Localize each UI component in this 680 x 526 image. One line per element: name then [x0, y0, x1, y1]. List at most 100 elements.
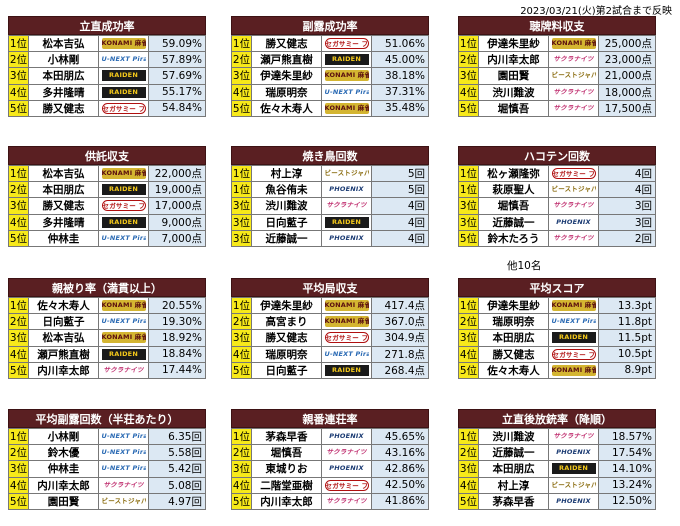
team-logo-cell: セガサミー フェニックス — [548, 164, 599, 183]
stat-value: 4回 — [371, 229, 429, 247]
rank-label: 3位 — [8, 197, 29, 215]
team-logo-icon: KONAMI 麻雀格闘倶楽部 — [324, 70, 369, 82]
team-logo-icon: RAIDEN — [101, 70, 146, 82]
team-logo-cell: ビーストジャパン — [548, 67, 599, 85]
team-logo-cell: KONAMI 麻雀格闘倶楽部 — [98, 296, 149, 315]
player-name: 堀慎吾 — [478, 197, 549, 215]
team-logo-cell: サクラナイツ — [98, 476, 149, 494]
stat-value: 5.58回 — [148, 444, 206, 462]
team-logo-cell: KONAMI 麻雀格闘倶楽部 — [98, 34, 149, 53]
team-logo-cell: KONAMI 麻雀格闘倶楽部 — [548, 34, 599, 53]
team-logo-icon: PHOENIX — [324, 232, 369, 244]
rank-label: 5位 — [458, 99, 479, 117]
team-logo-icon: セガサミー フェニックス — [324, 38, 369, 50]
player-name: 勝又健志 — [478, 345, 549, 363]
team-logo-icon: U-NEXT Pirates — [324, 348, 369, 360]
update-timestamp: 2023/03/21(火)第2試合まで反映 — [520, 6, 672, 17]
team-logo-cell: KONAMI 麻雀格闘倶楽部 — [321, 67, 372, 85]
rank-label: 4位 — [8, 476, 29, 494]
team-logo-icon: KONAMI 麻雀格闘倶楽部 — [101, 168, 146, 180]
team-logo-icon: RAIDEN — [324, 216, 369, 228]
stat-value: 37.31% — [371, 83, 429, 101]
stat-value: 9,000点 — [148, 213, 206, 231]
rank-label: 1位 — [231, 164, 252, 183]
rank-label: 5位 — [231, 361, 252, 379]
team-logo-icon: RAIDEN — [101, 348, 146, 360]
stat-value: 21,000点 — [598, 67, 656, 85]
stat-value: 23,000点 — [598, 51, 656, 69]
player-name: 内川幸太郎 — [251, 492, 322, 510]
ranking-row: 4位 瀬戸熊直樹 RAIDEN 18.84% — [8, 345, 206, 363]
stat-value: 17,500点 — [598, 99, 656, 117]
ranking-row: 4位 内川幸太郎 サクラナイツ 5.08回 — [8, 476, 206, 494]
stat-value: 18.92% — [148, 329, 206, 347]
rank-label: 2位 — [231, 444, 252, 462]
stat-value: 4回 — [598, 164, 656, 183]
stat-value: 55.17% — [148, 83, 206, 101]
stat-value: 19,000点 — [148, 181, 206, 199]
stat-value: 6.35回 — [148, 427, 206, 446]
stat-value: 20.55% — [148, 296, 206, 315]
team-logo-icon: U-NEXT Pirates — [101, 431, 146, 443]
ranking-row: 3位園田賢ビーストジャパン21,000点 — [458, 67, 656, 85]
stat-value: 42.50% — [371, 476, 429, 494]
panel-title: 親被り率（満貫以上） — [8, 278, 206, 297]
team-logo-cell: U-NEXT Pirates — [548, 313, 599, 331]
ranking-row: 1位 渋川難波 サクラナイツ 18.57% — [458, 427, 656, 446]
player-name: 松ヶ瀬隆弥 — [478, 164, 549, 183]
rank-label: 3位 — [231, 67, 252, 85]
team-logo-cell: RAIDEN — [548, 329, 599, 347]
player-name: 村上淳 — [478, 476, 549, 494]
team-logo-cell: セガサミー フェニックス — [98, 197, 149, 215]
player-name: 茅森早香 — [251, 427, 322, 446]
team-logo-icon: PHOENIX — [324, 431, 369, 443]
panel-title: 聴牌料収支 — [458, 16, 656, 35]
ranking-row: 5位 鈴木たろう サクラナイツ 2回 — [458, 229, 656, 247]
team-logo-cell: サクラナイツ — [548, 99, 599, 117]
team-logo-cell: ビーストジャパン — [548, 476, 599, 494]
rank-label: 1位 — [458, 296, 479, 315]
rank-label: 3位 — [231, 329, 252, 347]
player-name: 勝又健志 — [251, 34, 322, 53]
team-logo-icon: KONAMI 麻雀格闘倶楽部 — [324, 300, 369, 312]
team-logo-cell: ビーストジャパン — [98, 492, 149, 510]
panel-title: 平均副露回数（半荘あたり） — [8, 409, 206, 428]
rank-label: 3位 — [231, 460, 252, 478]
rank-label: 4位 — [231, 345, 252, 363]
team-logo-icon: KONAMI 麻雀格闘倶楽部 — [551, 300, 596, 312]
player-name: 勝又健志 — [251, 329, 322, 347]
team-logo-icon: セガサミー フェニックス — [101, 102, 146, 114]
team-logo-cell: PHOENIX — [321, 229, 372, 247]
stat-value: 8.9pt — [598, 361, 656, 379]
stat-value: 12.50% — [598, 492, 656, 510]
ranking-row: 3位 渋川難波 サクラナイツ 4回 — [231, 197, 429, 215]
team-logo-cell: RAIDEN — [321, 51, 372, 69]
player-name: 小林剛 — [28, 51, 99, 69]
team-logo-icon: RAIDEN — [551, 463, 596, 475]
rank-label: 5位 — [8, 492, 29, 510]
player-name: 日向藍子 — [251, 361, 322, 379]
panel-title: 平均局収支 — [231, 278, 429, 297]
team-logo-cell: セガサミー フェニックス — [321, 476, 372, 494]
ranking-row: 5位 日向藍子 RAIDEN 268.4点 — [231, 361, 429, 379]
ranking-row: 4位 渋川難波 サクラナイツ 18,000点 — [458, 83, 656, 101]
player-name: 伊達朱里紗 — [478, 296, 549, 315]
panel-title: 副露成功率 — [231, 16, 429, 35]
team-logo-cell: PHOENIX — [548, 492, 599, 510]
stat-value: 51.06% — [371, 34, 429, 53]
stat-value: 57.69% — [148, 67, 206, 85]
player-name: 近藤誠一 — [478, 444, 549, 462]
team-logo-icon: U-NEXT Pirates — [551, 316, 596, 328]
rank-label: 1位 — [8, 34, 29, 53]
player-name: 瑞原明奈 — [251, 83, 322, 101]
others-count-note: 他10名 — [507, 260, 542, 272]
rank-label: 2位 — [231, 51, 252, 69]
player-name: 萩原聖人 — [478, 181, 549, 199]
